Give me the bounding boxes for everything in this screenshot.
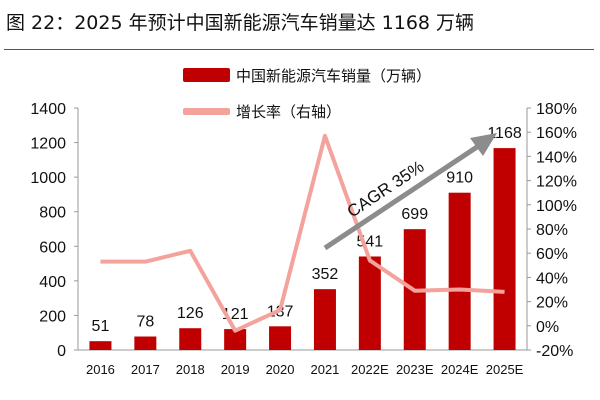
x-tick-label: 2019 [221, 362, 250, 377]
bar-data-label: 352 [312, 266, 339, 283]
right-tick-label: 20% [536, 295, 568, 312]
x-tick-label: 2018 [176, 362, 205, 377]
right-tick-label: 160% [536, 125, 577, 142]
x-tick-label: 2024E [441, 362, 479, 377]
x-tick-label: 2023E [396, 362, 434, 377]
title-divider [4, 49, 594, 50]
bar [179, 328, 202, 350]
right-tick-label: 80% [536, 222, 568, 239]
right-tick-label: 120% [536, 174, 577, 191]
left-tick-label: 800 [39, 205, 66, 222]
growth-rate-line [100, 133, 505, 333]
left-tick-label: 1000 [30, 170, 66, 187]
x-tick-label: 2017 [131, 362, 160, 377]
left-tick-label: 0 [57, 343, 66, 360]
cagr-arrow-line [323, 142, 482, 251]
right-tick-label: 180% [536, 101, 577, 118]
left-tick-label: 1200 [30, 136, 66, 153]
x-tick-label: 2025E [486, 362, 524, 377]
bar [313, 289, 336, 350]
bar [134, 336, 157, 350]
bar [448, 192, 471, 350]
x-tick-label: 2020 [266, 362, 295, 377]
legend-line-label: 增长率（右轴） [236, 104, 341, 121]
right-tick-label: 100% [536, 198, 577, 215]
bar-data-label: 78 [136, 314, 154, 331]
left-tick-label: 400 [39, 274, 66, 291]
legend-bar-label: 中国新能源汽车销量（万辆） [236, 68, 431, 85]
left-tick-label: 200 [39, 308, 66, 325]
right-tick-label: 140% [536, 149, 577, 166]
bar-data-label: 51 [92, 318, 110, 335]
left-tick-label: 1400 [30, 101, 66, 118]
bar [89, 341, 112, 350]
bar [269, 326, 292, 350]
bar-data-label: 699 [401, 206, 428, 223]
x-tick-label: 2016 [86, 362, 115, 377]
legend-bar-swatch [183, 68, 230, 82]
bar [358, 256, 381, 350]
bar-data-label: 910 [446, 170, 473, 187]
bar [224, 329, 247, 350]
left-tick-label: 600 [39, 239, 66, 256]
right-tick-label: 0% [536, 319, 559, 336]
chart-title: 图 22：2025 年预计中国新能源汽车销量达 1168 万辆 [6, 12, 475, 34]
legend-line-swatch [183, 108, 230, 115]
right-tick-label: -20% [536, 343, 573, 360]
right-tick-label: 40% [536, 270, 568, 287]
right-tick-label: 60% [536, 246, 568, 263]
bar-data-label: 1168 [487, 125, 522, 142]
x-tick-label: 2021 [310, 362, 339, 377]
bar-data-label: 126 [177, 305, 204, 322]
x-tick-label: 2022E [351, 362, 389, 377]
cagr-arrow-head [470, 133, 497, 156]
bar [493, 148, 516, 350]
